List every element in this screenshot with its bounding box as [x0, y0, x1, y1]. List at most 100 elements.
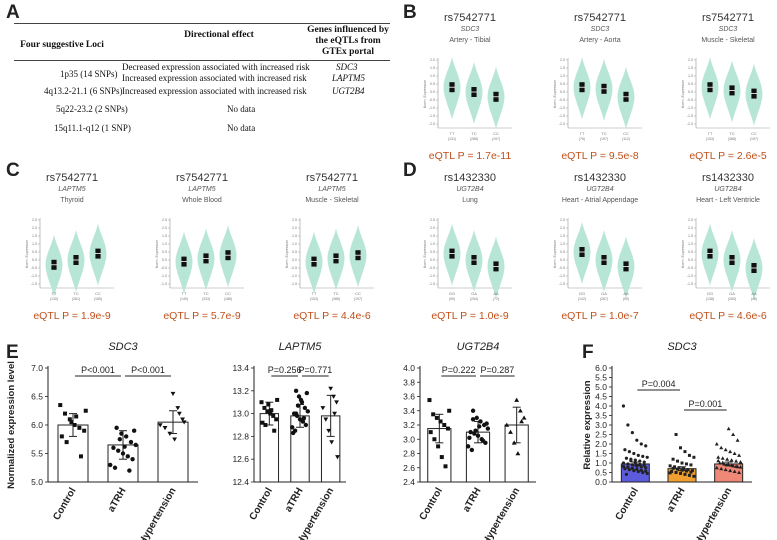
violin-plot-area: Norm. Expression 2.5 2.0 1.5 1.0 0.5 0.0 -0.5 -1…: [423, 218, 512, 301]
data-point: [680, 461, 684, 465]
eqtl-p-value: eQTL P = 2.6e-5: [689, 150, 767, 162]
data-point: [334, 400, 339, 405]
data-point: [290, 430, 296, 436]
data-point: [623, 448, 627, 452]
data-point: [632, 451, 636, 456]
data-point: [645, 471, 649, 476]
category-label: Hypertension: [481, 486, 522, 540]
eqtl-p-value: eQTL P = 1.0e-9: [431, 310, 509, 322]
y-tick-label: 6.5: [31, 392, 43, 402]
data-point: [644, 444, 648, 448]
violin-y-tick-label: -2.0: [559, 122, 565, 126]
violin-count: (165): [94, 297, 102, 301]
data-point: [331, 394, 336, 399]
violin-y-tick-label: 1.0: [688, 242, 693, 246]
data-point: [623, 467, 627, 471]
y-tick-label: 0.0: [595, 477, 607, 487]
data-point: [729, 458, 734, 462]
violin-genotype: TT: [450, 131, 455, 136]
violin-count: (388): [332, 297, 340, 301]
data-point: [729, 463, 734, 467]
data-point: [67, 417, 72, 422]
table-gene-1a: SDC3: [336, 62, 358, 72]
data-point: [130, 457, 135, 462]
violin-tissue: Lung: [462, 197, 478, 204]
violin-y-tick-label: -1.5: [687, 282, 693, 286]
data-point: [728, 468, 733, 473]
panel-label-a: A: [6, 2, 20, 23]
violin-y-tick-label: -0.5: [429, 98, 435, 102]
violin-plot-area: Norm. Expression 2.5 2.0 1.5 1.0 0.5 0.0 -0.5 -1…: [285, 218, 374, 301]
data-point: [716, 455, 721, 459]
data-point: [689, 470, 693, 474]
data-point: [732, 451, 737, 455]
data-point: [432, 437, 437, 442]
data-point: [123, 434, 129, 439]
data-point: [473, 428, 478, 433]
violin-count: (388): [728, 137, 736, 141]
violin-count: (267): [600, 297, 608, 301]
data-point: [470, 408, 476, 413]
p-value-label: P=0.256: [268, 365, 302, 375]
data-point: [519, 419, 524, 424]
data-point: [63, 411, 68, 416]
y-tick-label: 3.6: [403, 392, 415, 402]
data-point: [641, 470, 645, 475]
data-point: [272, 428, 277, 433]
violin-y-tick-label: 2.0: [560, 226, 565, 230]
data-point: [738, 465, 743, 469]
data-point: [298, 397, 304, 403]
violin-y-tick-label: -1.5: [559, 114, 565, 118]
data-point: [720, 456, 725, 460]
violin-y-tick-label: 0.5: [560, 250, 565, 254]
data-point: [475, 433, 481, 438]
table-header-genes: Genes influenced by the eQTLs from GTEx …: [307, 25, 389, 57]
data-point: [627, 468, 631, 472]
violin-ylabel: Norm. Expression: [25, 240, 29, 269]
y-tick-label: 2.4: [403, 477, 415, 487]
category-label: Hypertension: [137, 486, 178, 540]
y-tick-label: 5.5: [595, 373, 607, 383]
data-point: [514, 397, 520, 402]
data-point: [74, 414, 79, 419]
violin-rs-title: rs1432330: [702, 172, 754, 184]
data-point: [111, 445, 116, 450]
data-point: [329, 440, 335, 445]
data-point: [717, 461, 722, 465]
violin-y-tick-label: -0.5: [559, 266, 565, 270]
data-point: [639, 468, 643, 472]
data-point: [504, 422, 510, 427]
data-point: [112, 465, 118, 470]
data-point: [477, 424, 482, 429]
violin-y-tick-label: 2.0: [162, 226, 167, 230]
violin-y-tick-label: -1.0: [559, 274, 565, 278]
data-point: [668, 471, 672, 475]
violin-rs-title: rs1432330: [574, 172, 626, 184]
data-point: [128, 439, 134, 445]
data-point: [120, 451, 126, 456]
y-tick-label: 2.8: [403, 449, 415, 459]
data-point: [82, 428, 87, 433]
violin-y-tick-label: 1.5: [162, 234, 167, 238]
violin-plot-8: rs1432330 UGT2B4 Heart - Atrial Appendage N…: [550, 172, 650, 328]
violin-plot-4: rs7542771 LAPTM5 Thyroid Norm. Expression 2.…: [22, 172, 122, 328]
data-point: [720, 460, 725, 465]
violin-plot-area: Norm. Expression 2.0 1.5 1.0 0.5 0.0 -0.5 -1.0 -…: [681, 57, 770, 141]
data-point: [714, 465, 719, 470]
data-point: [304, 390, 310, 396]
bar-chart-sdc3-4: SDC3 0.00.51.01.52.02.53.03.54.04.55.05.5…: [582, 341, 752, 540]
violin-gene: SDC3: [718, 26, 738, 33]
violin-ylabel: Norm. Expression: [681, 80, 685, 109]
violin-genotype: TT: [312, 291, 317, 296]
data-point: [303, 422, 309, 428]
data-point: [180, 417, 185, 422]
violin-y-tick-label: 0.5: [688, 82, 693, 86]
violin-count: (281): [72, 297, 80, 301]
data-point: [680, 468, 684, 472]
y-tick-label: 2.5: [595, 430, 607, 440]
violin-ylabel: Norm. Expression: [423, 80, 427, 109]
violin-rs-title: rs7542771: [176, 172, 228, 184]
violin-genotype: CC: [751, 131, 757, 136]
data-point: [629, 459, 633, 463]
violin-count: (142): [578, 297, 586, 301]
